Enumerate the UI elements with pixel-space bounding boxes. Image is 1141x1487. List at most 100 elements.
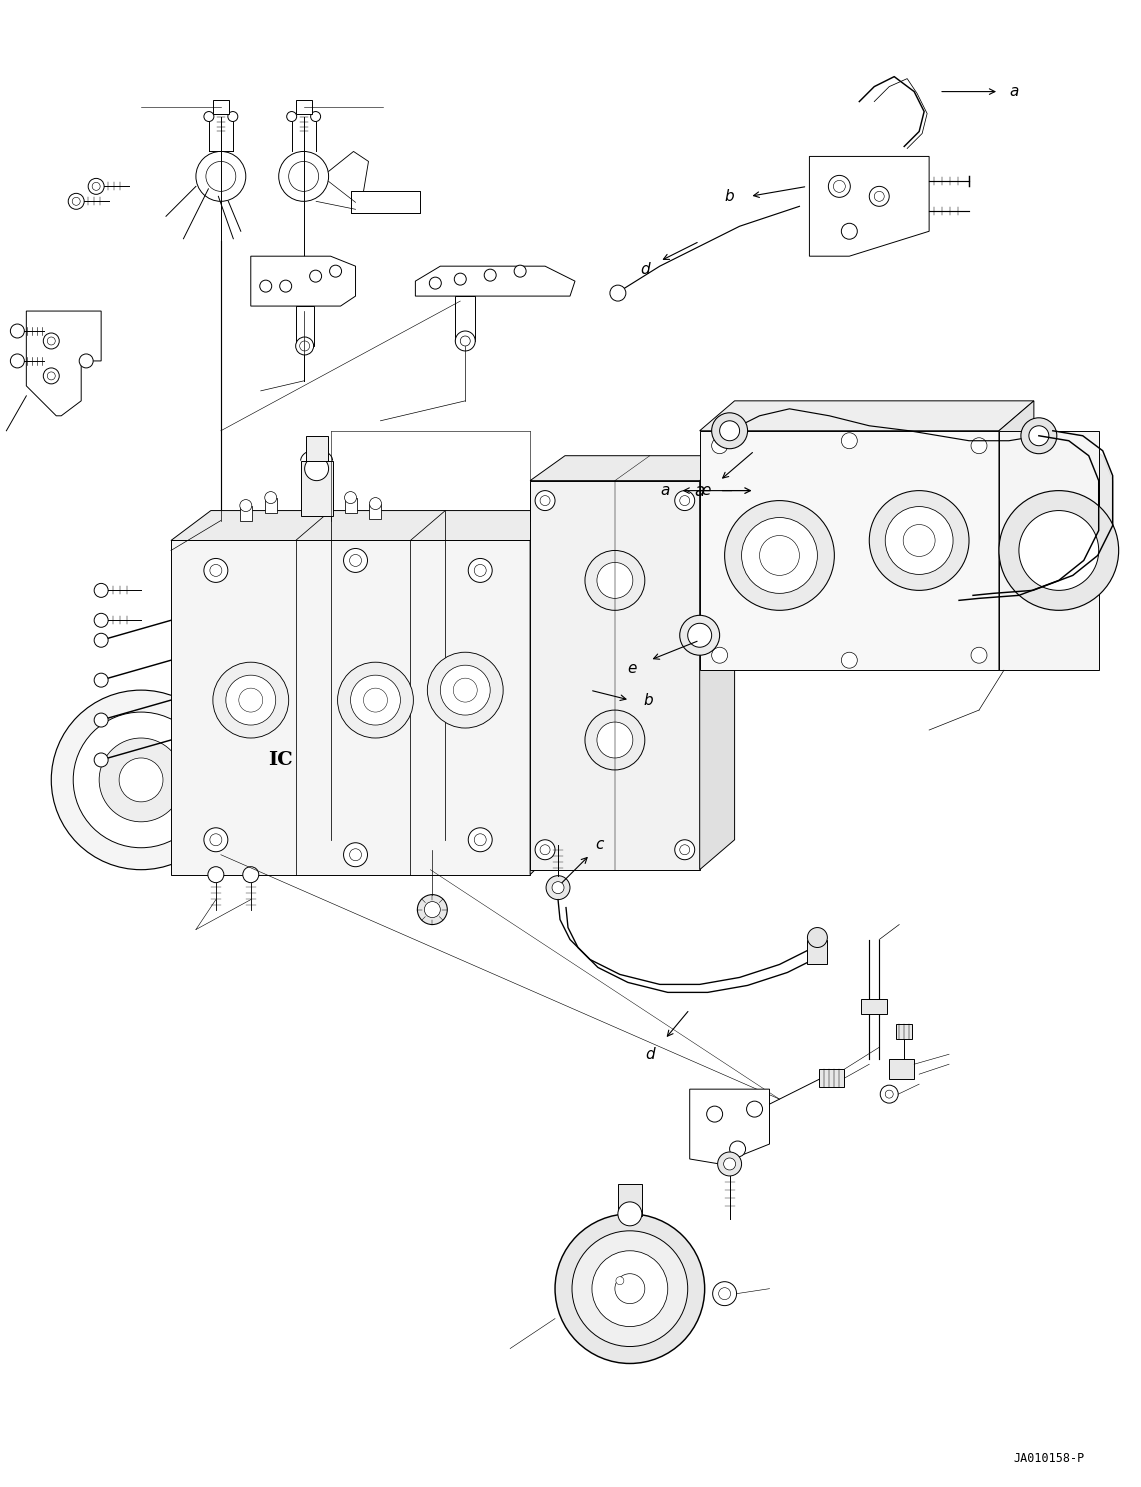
Circle shape <box>10 324 24 338</box>
Circle shape <box>79 354 94 367</box>
Circle shape <box>1000 491 1118 610</box>
Circle shape <box>338 662 413 738</box>
Circle shape <box>841 433 857 449</box>
Circle shape <box>210 565 221 577</box>
Circle shape <box>674 491 695 510</box>
Circle shape <box>515 265 526 277</box>
Circle shape <box>885 1090 893 1097</box>
Circle shape <box>760 535 800 575</box>
Circle shape <box>723 1158 736 1170</box>
Circle shape <box>720 421 739 440</box>
Polygon shape <box>171 540 531 874</box>
Circle shape <box>99 738 183 822</box>
Circle shape <box>468 559 492 583</box>
Circle shape <box>971 647 987 663</box>
Circle shape <box>349 555 362 567</box>
Circle shape <box>729 1141 745 1157</box>
Circle shape <box>1029 425 1049 446</box>
Circle shape <box>73 712 209 848</box>
Circle shape <box>719 1288 730 1300</box>
Polygon shape <box>531 510 565 874</box>
Circle shape <box>286 112 297 122</box>
Circle shape <box>440 665 491 715</box>
Text: e: e <box>628 660 637 675</box>
Circle shape <box>585 711 645 770</box>
Circle shape <box>712 647 728 663</box>
Circle shape <box>213 662 289 738</box>
Circle shape <box>718 1152 742 1176</box>
Bar <box>265 498 277 513</box>
Circle shape <box>240 500 252 512</box>
Text: b: b <box>725 189 735 204</box>
Circle shape <box>428 653 503 729</box>
Polygon shape <box>699 401 1034 431</box>
Circle shape <box>196 152 245 201</box>
Circle shape <box>712 437 728 454</box>
Polygon shape <box>699 431 1000 671</box>
Circle shape <box>350 675 400 726</box>
Circle shape <box>615 1274 645 1304</box>
Circle shape <box>680 845 689 855</box>
Circle shape <box>238 688 262 712</box>
Circle shape <box>904 525 936 556</box>
Circle shape <box>547 876 570 900</box>
Circle shape <box>204 828 228 852</box>
Polygon shape <box>1000 431 1099 671</box>
Polygon shape <box>699 455 735 870</box>
Circle shape <box>418 895 447 925</box>
Circle shape <box>72 198 80 205</box>
Circle shape <box>475 565 486 577</box>
Circle shape <box>618 1201 642 1225</box>
Circle shape <box>95 633 108 647</box>
Circle shape <box>210 834 221 846</box>
Polygon shape <box>809 156 929 256</box>
Circle shape <box>1021 418 1057 454</box>
Circle shape <box>119 758 163 801</box>
Circle shape <box>880 1086 898 1103</box>
Circle shape <box>10 354 24 367</box>
Circle shape <box>535 840 555 859</box>
Circle shape <box>460 336 470 346</box>
Circle shape <box>370 498 381 510</box>
Circle shape <box>610 286 626 300</box>
Circle shape <box>597 562 633 598</box>
Circle shape <box>330 265 341 277</box>
Circle shape <box>310 112 321 122</box>
Circle shape <box>713 1282 737 1306</box>
Circle shape <box>226 675 276 726</box>
Circle shape <box>278 152 329 201</box>
Bar <box>306 436 327 461</box>
Circle shape <box>484 269 496 281</box>
Circle shape <box>1019 510 1099 590</box>
Circle shape <box>95 714 108 727</box>
Circle shape <box>343 549 367 572</box>
Circle shape <box>95 674 108 687</box>
Circle shape <box>592 1251 667 1326</box>
Text: JA010158-P: JA010158-P <box>1013 1451 1084 1465</box>
Polygon shape <box>171 510 565 540</box>
Circle shape <box>429 277 442 288</box>
Circle shape <box>828 175 850 198</box>
Polygon shape <box>251 256 356 306</box>
Text: a: a <box>661 483 670 498</box>
Circle shape <box>424 901 440 917</box>
Polygon shape <box>26 311 102 416</box>
Circle shape <box>47 372 55 379</box>
Circle shape <box>280 280 292 291</box>
Circle shape <box>364 688 388 712</box>
Circle shape <box>208 867 224 883</box>
Bar <box>455 296 476 341</box>
Bar <box>861 999 888 1014</box>
Bar <box>301 461 332 516</box>
Circle shape <box>305 457 329 480</box>
Circle shape <box>204 559 228 583</box>
Circle shape <box>243 867 259 883</box>
Circle shape <box>555 1213 705 1364</box>
Polygon shape <box>415 266 575 296</box>
Circle shape <box>204 112 213 122</box>
Circle shape <box>869 186 889 207</box>
Bar <box>618 1184 642 1216</box>
Circle shape <box>552 882 564 894</box>
Circle shape <box>869 491 969 590</box>
Circle shape <box>885 507 953 574</box>
